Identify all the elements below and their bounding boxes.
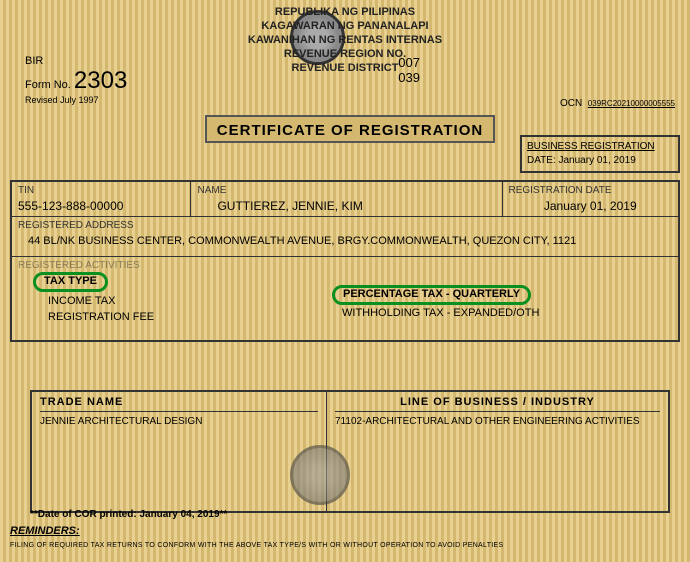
ocn-value: 039RC20210000005555 [588,99,675,108]
bir-label: BIR [25,55,43,67]
form-no-label: Form No. [25,79,71,91]
ocn-label: OCN [560,98,582,109]
name-label: NAME [197,185,495,196]
revised-date: Revised July 1997 [25,95,99,105]
percentage-tax-highlight: PERCENTAGE TAX - QUARTERLY [332,285,531,305]
regdate-value: January 01, 2019 [509,199,672,213]
address-label: REGISTERED ADDRESS [18,220,672,231]
region-district-numbers: 007 039 [398,55,420,85]
header-dept: KAGAWARAN NG PANANALAPI [0,20,690,32]
district-no: 039 [398,70,420,85]
region-no: 007 [398,55,420,70]
withholding-tax: WITHHOLDING TAX - EXPANDED/OTH [342,307,539,319]
registration-table: TIN 555-123-888-00000 NAME GUTTIEREZ, JE… [10,180,680,342]
certificate-banner: CERTIFICATE OF REGISTRATION [205,115,495,143]
name-value: GUTTIEREZ, JENNIE, KIM [217,199,495,213]
business-registration-box: BUSINESS REGISTRATION DATE: January 01, … [520,135,680,173]
header-bureau: KAWANIHAN NG RENTAS INTERNAS [0,34,690,46]
header-republic: REPUBLIKA NG PILIPINAS [0,6,690,18]
form-no-value: 2303 [74,67,127,94]
biz-reg-date-label: DATE: [527,155,556,166]
lob-label: LINE OF BUSINESS / INDUSTRY [335,396,660,412]
trade-name-value: JENNIE ARCHITECTURAL DESIGN [40,416,318,427]
cor-print-date: **Date of COR printed: January 04, 2019*… [30,509,227,520]
trade-name-label: TRADE NAME [40,396,318,412]
biz-reg-title: BUSINESS REGISTRATION [527,140,673,154]
tax-type-highlight: TAX TYPE [33,272,108,292]
reminders-label: REMINDERS: [10,525,80,537]
stamp-seal [290,445,350,505]
biz-reg-date: January 01, 2019 [559,155,636,166]
tin-label: TIN [18,185,184,196]
activities-label: REGISTERED ACTIVITIES [18,260,672,271]
ocn-block: OCN 039RC20210000005555 [560,98,675,109]
regdate-label: REGISTRATION DATE [509,185,672,196]
lob-value: 71102-ARCHITECTURAL AND OTHER ENGINEERIN… [335,416,660,427]
tin-value: 555-123-888-00000 [18,199,184,213]
address-value: 44 BL/NK BUSINESS CENTER, COMMONWEALTH A… [28,234,672,248]
form-number-block: BIR Form No. 2303 [25,55,127,95]
fineprint-text: FILING OF REQUIRED TAX RETURNS TO CONFOR… [10,542,503,549]
trade-lob-table: TRADE NAME JENNIE ARCHITECTURAL DESIGN L… [30,390,670,513]
